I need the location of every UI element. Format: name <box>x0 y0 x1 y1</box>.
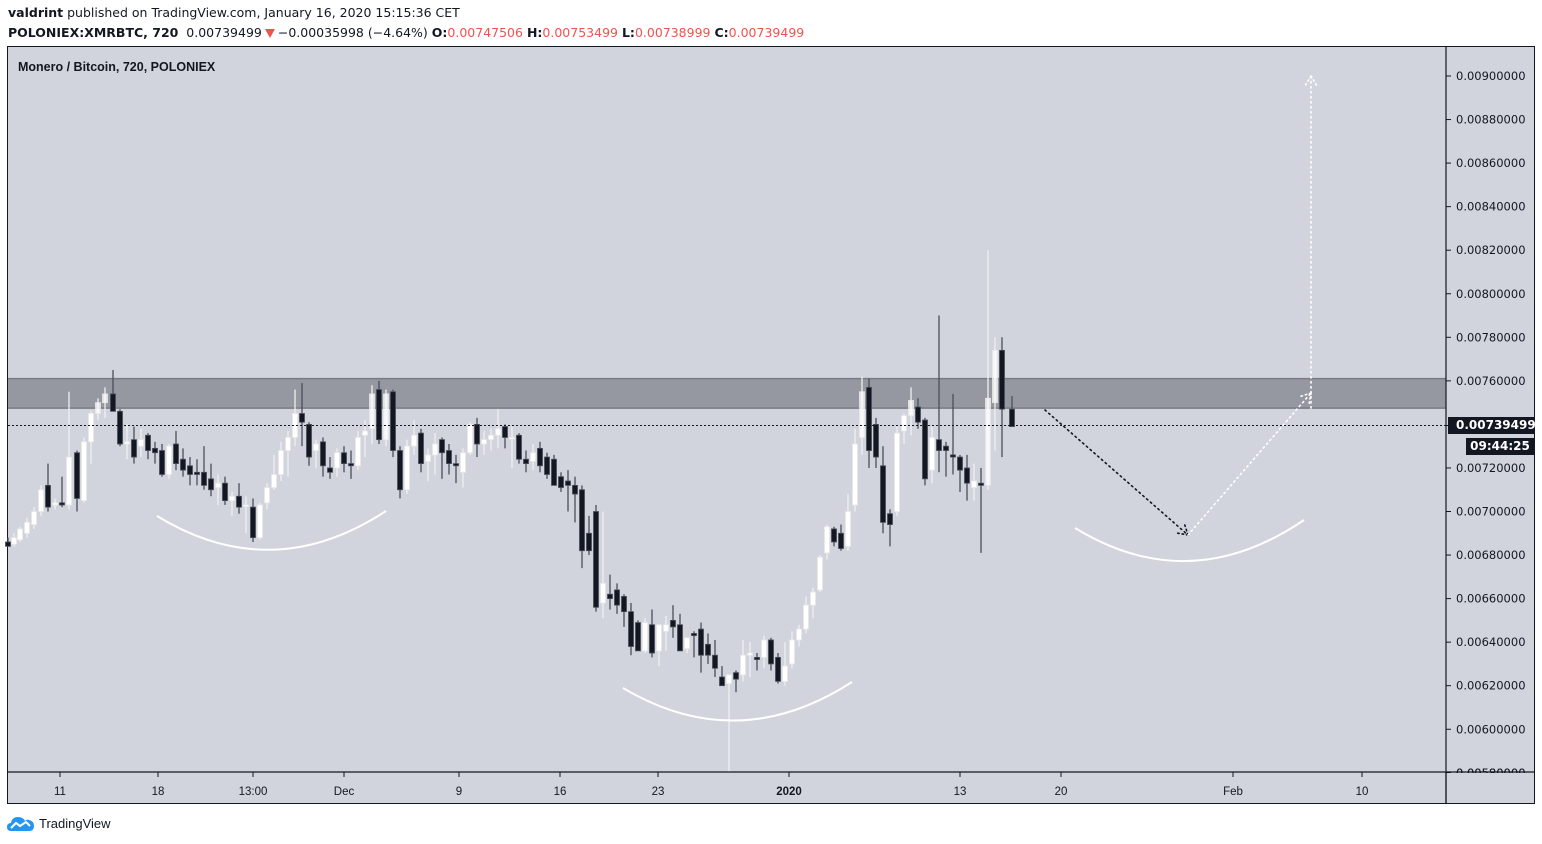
published-text: published on TradingView.com, January 16… <box>67 5 460 20</box>
open-label: O: <box>431 25 448 40</box>
close-value: 0.00739499 <box>728 25 805 40</box>
dotted-arrow-annotation[interactable] <box>1187 392 1312 536</box>
x-axis-tick-label: 9 <box>456 786 462 798</box>
high-value: 0.00753499 <box>542 25 618 40</box>
x-axis-tick-label: Feb <box>1223 786 1243 798</box>
low-label: L: <box>621 25 635 40</box>
curve-annotation[interactable] <box>622 681 853 722</box>
y-axis-tick-label: 0.00860000 <box>1456 156 1526 170</box>
x-axis-tick-label: 16 <box>554 786 567 798</box>
drawing-annotations[interactable] <box>8 75 1446 722</box>
high-label: H: <box>526 25 543 40</box>
y-axis-tick-label: 0.00660000 <box>1456 592 1526 606</box>
y-axis-tick-label: 0.00760000 <box>1456 374 1526 388</box>
low-value: 0.00738999 <box>634 25 711 40</box>
y-axis-tick-label: 0.00820000 <box>1456 243 1526 257</box>
y-axis-tick-label: 0.00800000 <box>1456 287 1526 301</box>
open-value: 0.00747506 <box>447 25 523 40</box>
curve-annotation[interactable] <box>1074 519 1305 563</box>
brand-name: TradingView <box>39 815 111 831</box>
x-axis-tick-label: 13:00 <box>239 786 268 798</box>
y-axis-tick-label: 0.00840000 <box>1456 200 1526 214</box>
x-axis-tick-label: 18 <box>152 786 165 798</box>
resistance-zone <box>8 377 1446 409</box>
y-axis-tick-label: 0.00900000 <box>1456 69 1526 83</box>
chart-legend: Monero / Bitcoin, 720, POLONIEX <box>18 60 216 74</box>
price-change: −0.00035998 (−4.64%) <box>277 25 428 40</box>
x-axis-tick-label: 13 <box>954 786 967 798</box>
last-price: 0.00739499 <box>186 25 262 40</box>
publish-info: valdrint published on TradingView.com, J… <box>8 5 460 20</box>
x-axis-tick-label: Dec <box>334 786 355 798</box>
countdown-tag: 09:44:25 <box>1466 438 1534 455</box>
x-axis-tick-label: 20 <box>1055 786 1068 798</box>
curve-annotation[interactable] <box>156 510 387 551</box>
y-axis-tick-label: 0.00680000 <box>1456 548 1526 562</box>
current-price-tag: 0.00739499 <box>1448 417 1536 434</box>
x-axis-tick-label: 2020 <box>776 786 802 798</box>
candle-bodies <box>5 349 1015 687</box>
y-axis-tick-label: 0.00640000 <box>1456 635 1526 649</box>
y-axis-tick-label: 0.00780000 <box>1456 330 1526 344</box>
candle-wicks <box>7 250 1013 773</box>
y-axis-tick-label: 0.00720000 <box>1456 461 1526 475</box>
x-axis-tick-label: 10 <box>1356 786 1369 798</box>
ohlc-summary: POLONIEX:XMRBTC, 720 0.00739499 −0.000359… <box>8 25 804 40</box>
tradingview-cloud-icon <box>7 817 34 831</box>
y-axis-tick-label: 0.00700000 <box>1456 505 1526 519</box>
resistance-zone-rect[interactable] <box>8 378 1446 409</box>
dotted-arrow-annotation[interactable] <box>1044 409 1189 536</box>
close-label: C: <box>714 25 729 40</box>
y-axis-tick-label: 0.00600000 <box>1456 722 1526 736</box>
tradingview-logo[interactable]: TradingView <box>7 814 111 832</box>
y-axis-tick-label: 0.00620000 <box>1456 679 1526 693</box>
x-axis-tick-label: 23 <box>652 786 665 798</box>
down-triangle-icon <box>264 29 275 38</box>
y-axis-tick-label: 0.00880000 <box>1456 113 1526 127</box>
x-axis-tick-label: 11 <box>54 786 66 798</box>
author-name[interactable]: valdrint <box>8 5 64 20</box>
symbol-label: POLONIEX:XMRBTC, 720 <box>8 25 179 40</box>
